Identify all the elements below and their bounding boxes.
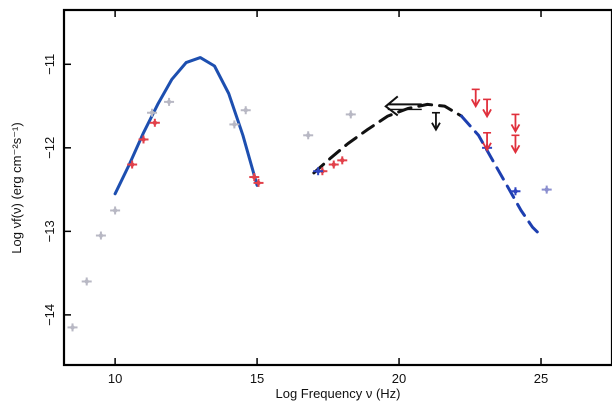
data-point <box>166 99 172 105</box>
data-point <box>112 208 118 213</box>
upper-limit-arrowhead <box>482 108 492 119</box>
data-point <box>84 279 89 284</box>
series-1-line <box>312 102 463 175</box>
data-point <box>331 162 336 167</box>
data-point <box>98 233 104 238</box>
plot-frame <box>62 8 612 367</box>
x-axis: 10 15 20 25 <box>108 10 548 386</box>
upper-limit-arrowhead <box>510 123 521 134</box>
data-point <box>243 108 248 113</box>
x-tick-label: 20 <box>392 371 406 386</box>
data-point <box>513 189 518 194</box>
data-point <box>348 112 353 117</box>
x-tick-label: 15 <box>250 371 264 386</box>
data-point <box>149 110 155 115</box>
y-tick-label: −12 <box>42 137 57 159</box>
data-point <box>252 174 257 180</box>
data-point <box>129 162 135 167</box>
x-tick-label: 25 <box>534 371 548 386</box>
upper-limit-arrowhead <box>431 122 441 132</box>
y-axis-label: Log νf(ν) (erg cm⁻²s⁻¹) <box>9 122 24 253</box>
series-2-line <box>460 114 543 237</box>
upper-limit-arrowhead <box>470 98 481 109</box>
y-tick-label: −13 <box>42 220 57 242</box>
x-tick-label: 10 <box>108 371 122 386</box>
data-point <box>232 122 237 127</box>
y-tick-label: −11 <box>42 54 57 75</box>
upper-limit-arrowhead <box>482 142 492 152</box>
data-point <box>141 137 146 142</box>
data-layer <box>67 56 552 332</box>
upper-limit-arrowhead <box>510 144 521 155</box>
data-point <box>315 169 321 174</box>
y-tick-label: −14 <box>42 304 57 326</box>
y-axis: −11 −12 −13 −14 <box>42 54 71 326</box>
data-point <box>544 187 549 192</box>
leftward-limit-arrowhead <box>384 95 399 117</box>
data-point <box>256 180 261 186</box>
data-point <box>340 158 345 163</box>
x-axis-label: Log Frequency ν (Hz) <box>276 386 401 401</box>
data-point <box>152 120 158 125</box>
series-0-line <box>113 56 259 196</box>
data-point <box>70 325 75 330</box>
data-point <box>305 133 311 138</box>
